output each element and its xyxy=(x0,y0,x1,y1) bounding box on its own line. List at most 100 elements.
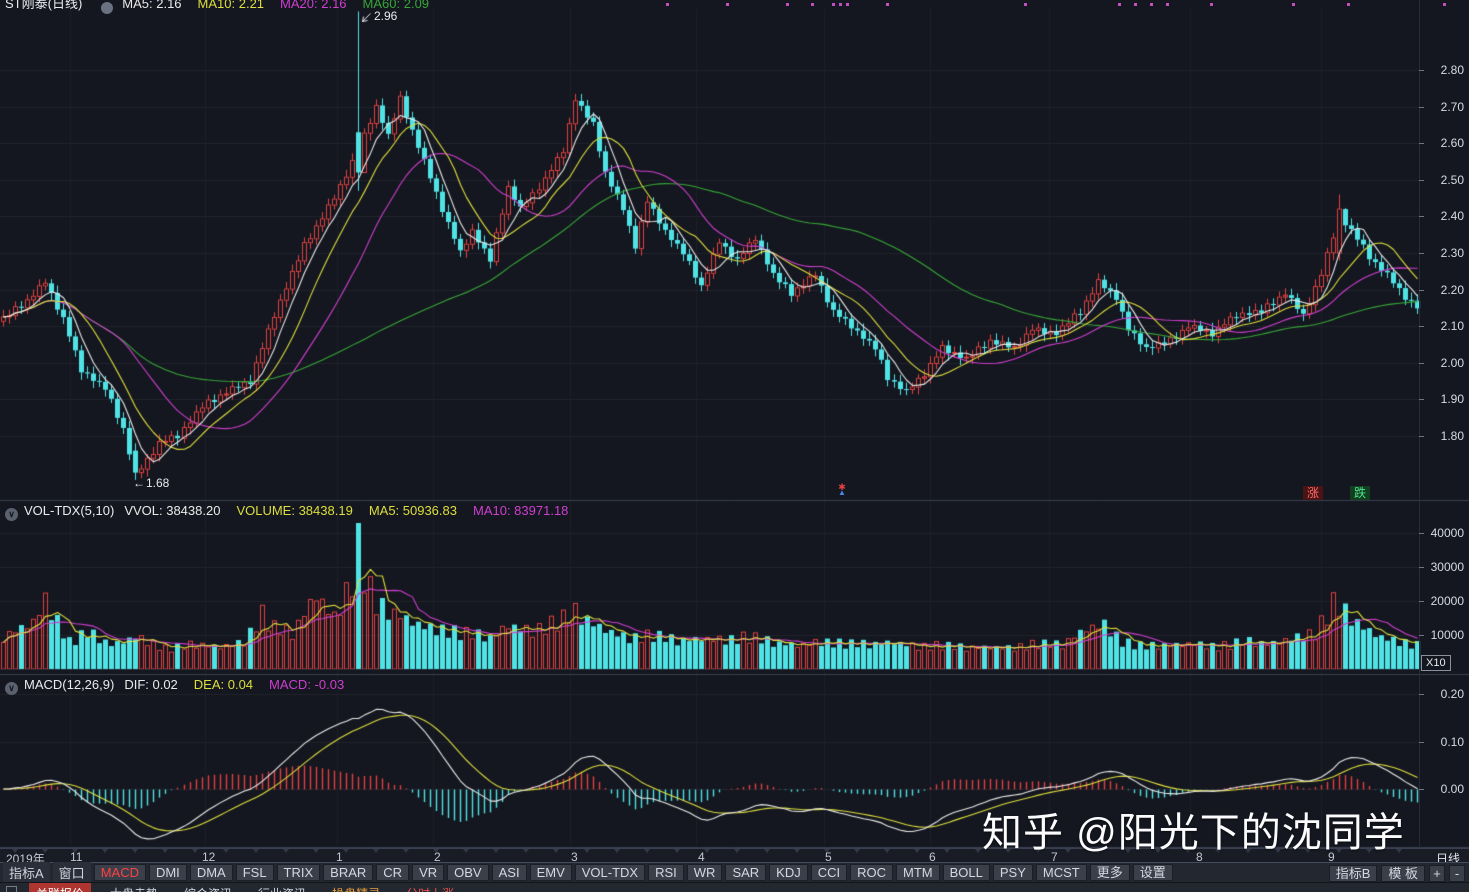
indicator-button-设置[interactable]: 设置 xyxy=(1132,864,1173,881)
chevron-down-icon[interactable] xyxy=(5,508,18,521)
collapse-dot-icon[interactable] xyxy=(101,2,114,14)
indicator-button-CCI[interactable]: CCI xyxy=(810,864,848,881)
indicator-button-ROC[interactable]: ROC xyxy=(850,864,894,881)
week-tick-icon xyxy=(1185,849,1191,853)
week-tick-icon xyxy=(343,849,349,853)
zoom-in-button[interactable]: + xyxy=(1429,864,1445,882)
indicator-button-WR[interactable]: WR xyxy=(686,864,723,881)
indicator-button-KDJ[interactable]: KDJ xyxy=(769,864,808,881)
indicator-button-SAR[interactable]: SAR xyxy=(725,864,767,881)
magenta-dot xyxy=(811,3,814,6)
price-axis-label: 2.80 xyxy=(1440,63,1464,77)
volume-unit-box: X10 xyxy=(1421,655,1451,671)
indicator-button-ASI[interactable]: ASI xyxy=(491,864,527,881)
week-tick-icon xyxy=(824,849,830,853)
indicator-button-OBV[interactable]: OBV xyxy=(447,864,489,881)
toolbar-button-模 板[interactable]: 模 板 xyxy=(1381,864,1425,882)
week-tick-icon xyxy=(1005,849,1011,853)
magenta-dot xyxy=(1292,3,1295,6)
week-tick-icon xyxy=(674,849,680,853)
indicator-button-VOL-TDX[interactable]: VOL-TDX xyxy=(574,864,646,881)
chevron-down-icon[interactable] xyxy=(5,682,18,695)
week-tick-icon xyxy=(313,849,319,853)
week-tick-icon xyxy=(42,849,48,853)
indicator-button-RSI[interactable]: RSI xyxy=(648,864,684,881)
indicator-button-VR[interactable]: VR xyxy=(412,864,445,881)
magenta-dot xyxy=(886,3,889,6)
price-axis-label-tick xyxy=(1419,216,1424,217)
magenta-dot xyxy=(726,3,729,6)
toolbar-label-窗口[interactable]: 窗口 xyxy=(52,862,91,883)
subbar-item-综合资讯[interactable]: 综合资讯 xyxy=(177,883,239,892)
indicator-button-更多[interactable]: 更多 xyxy=(1089,864,1130,881)
price-axis-label-tick xyxy=(1419,143,1424,144)
asterisk-icon: ✱ xyxy=(838,482,846,492)
time-label-7: 7 xyxy=(1051,850,1058,864)
subbar-item-大盘走势[interactable]: 大盘走势 xyxy=(103,883,165,892)
volume-seg-3: MA10: 83971.18 xyxy=(473,503,569,518)
price-axis-label: 2.20 xyxy=(1440,283,1464,297)
rise-badge[interactable]: 涨 xyxy=(1303,486,1324,500)
time-label-11: 11 xyxy=(70,850,83,864)
week-tick-icon xyxy=(884,849,890,853)
week-tick-icon xyxy=(493,849,499,853)
time-label-4: 4 xyxy=(698,850,705,864)
volume-pane-header: VOL-TDX(5,10) VVOL: 38438.20 VOLUME: 38438… xyxy=(5,503,584,521)
week-tick-icon xyxy=(764,849,770,853)
week-tick-icon xyxy=(523,849,529,853)
price-axis-label: 2.50 xyxy=(1440,173,1464,187)
zoom-out-button[interactable]: - xyxy=(1449,864,1465,882)
macd-axis-label: 0.00 xyxy=(1440,782,1464,796)
indicator-button-BOLL[interactable]: BOLL xyxy=(942,864,990,881)
macd-axis-label-tick xyxy=(1419,789,1424,790)
week-tick-icon xyxy=(1155,849,1161,853)
toolbar-button-指标B[interactable]: 指标B xyxy=(1328,864,1378,882)
indicator-button-MACD[interactable]: MACD xyxy=(93,864,146,881)
week-tick-icon xyxy=(132,849,138,853)
subbar-item-行业资讯[interactable]: 行业资讯 xyxy=(251,883,313,892)
volume-seg-1: VOLUME: 38438.19 xyxy=(236,503,353,518)
indicator-button-FSL[interactable]: FSL xyxy=(235,864,274,881)
price-axis-label-tick xyxy=(1419,180,1424,181)
indicator-button-DMA[interactable]: DMA xyxy=(189,864,233,881)
subbar-item-操盘精灵[interactable]: 操盘精灵 xyxy=(325,883,387,892)
price-axis-label-tick xyxy=(1419,399,1424,400)
fall-badge[interactable]: 跌 xyxy=(1350,486,1371,500)
week-tick-icon xyxy=(944,849,950,853)
toolbar-label-指标A[interactable]: 指标A xyxy=(3,862,50,883)
price-ma-seg-2: MA20: 2.16 xyxy=(280,0,347,11)
week-tick-icon xyxy=(1215,849,1221,853)
indicator-button-DMI[interactable]: DMI xyxy=(148,864,187,881)
triangle-up-icon: ▲ xyxy=(838,488,846,497)
indicator-button-CR[interactable]: CR xyxy=(376,864,410,881)
week-tick-icon xyxy=(794,849,800,853)
price-axis-label: 2.30 xyxy=(1440,246,1464,260)
time-label-3: 3 xyxy=(571,850,578,864)
indicator-button-EMV[interactable]: EMV xyxy=(529,864,572,881)
toolbar-left-group: 指标A 窗口 xyxy=(3,862,91,883)
checkbox[interactable] xyxy=(6,886,17,892)
time-label-5: 5 xyxy=(825,850,832,864)
price-axis-label: 2.60 xyxy=(1440,136,1464,150)
week-tick-icon xyxy=(463,849,469,853)
indicator-button-BRAR[interactable]: BRAR xyxy=(323,864,374,881)
indicator-button-TRIX[interactable]: TRIX xyxy=(276,864,321,881)
macd-readouts: DIF: 0.02 DEA: 0.04 MACD: -0.03 xyxy=(124,677,360,692)
toolbar-right-group: 指标B 模 板 + - xyxy=(1328,863,1465,883)
indicator-button-PSY[interactable]: PSY xyxy=(992,864,1033,881)
watermark: 知乎 @阳光下的沈同学 xyxy=(982,811,1405,855)
week-tick-icon xyxy=(1275,849,1281,853)
week-tick-icon xyxy=(253,849,259,853)
indicator-button-MTM[interactable]: MTM xyxy=(896,864,940,881)
macd-axis-label: 0.20 xyxy=(1440,687,1464,701)
subbar-item-分时上涨[interactable]: 分时上涨 xyxy=(399,883,461,892)
event-marker-icon[interactable]: ✱ ▲ xyxy=(838,482,846,497)
week-tick-icon xyxy=(734,849,740,853)
subbar-item-关联报价[interactable]: 关联报价 xyxy=(29,883,92,892)
week-tick-icon xyxy=(1366,849,1372,853)
kline-chart-canvas[interactable] xyxy=(0,0,1469,848)
price-axis-label-tick xyxy=(1419,290,1424,291)
macd-axis-label-tick xyxy=(1419,742,1424,743)
volume-axis-label: 40000 xyxy=(1430,526,1464,540)
indicator-button-MCST[interactable]: MCST xyxy=(1035,864,1087,881)
